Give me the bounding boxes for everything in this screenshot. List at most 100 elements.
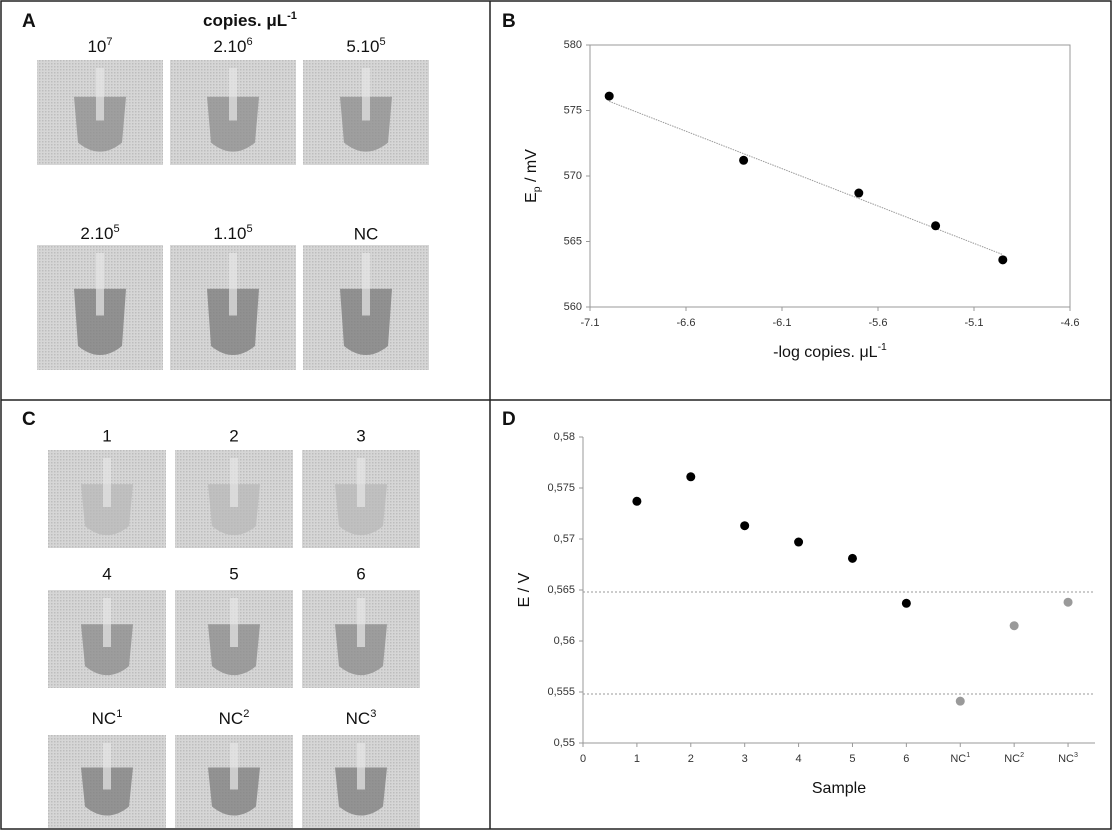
point bbox=[847, 553, 857, 563]
text-part: 2 bbox=[243, 708, 249, 720]
text-part: NC bbox=[1004, 753, 1020, 765]
heading: copies. μL-1 bbox=[203, 10, 297, 31]
tube bbox=[335, 484, 387, 536]
x-tick-label: 0 bbox=[580, 753, 586, 765]
point bbox=[955, 696, 965, 706]
tube-highlight bbox=[96, 68, 104, 121]
tube-highlight bbox=[357, 458, 365, 507]
point bbox=[1009, 621, 1019, 631]
tube bbox=[81, 484, 133, 536]
text-part: 2.10 bbox=[213, 37, 246, 56]
point bbox=[998, 255, 1008, 265]
image-caption: NC bbox=[354, 224, 379, 243]
tube-highlight bbox=[230, 743, 238, 790]
image-caption: 2.105 bbox=[80, 223, 119, 244]
text-part: 6 bbox=[246, 36, 252, 48]
text-part: 1 bbox=[966, 751, 970, 759]
tube bbox=[207, 96, 259, 152]
panel-label: B bbox=[502, 11, 516, 32]
x-tick-label: -6.6 bbox=[677, 317, 696, 329]
y-tick-label: 565 bbox=[564, 235, 582, 247]
tube-highlight bbox=[103, 598, 111, 647]
tube bbox=[81, 767, 133, 816]
y-tick-label: 0,58 bbox=[554, 431, 575, 443]
text-part: NC bbox=[950, 753, 966, 765]
tube bbox=[335, 624, 387, 676]
tube bbox=[74, 288, 126, 355]
text-part: 3 bbox=[370, 708, 376, 720]
point bbox=[604, 91, 614, 101]
x-axis-label: -log copies. μL-1 bbox=[773, 342, 887, 361]
photo bbox=[303, 245, 429, 370]
image-caption: 6 bbox=[356, 564, 365, 583]
y-tick-label: 570 bbox=[564, 170, 582, 182]
photo bbox=[303, 60, 429, 165]
x-axis-label: Sample bbox=[812, 780, 866, 797]
x-tick-label: 4 bbox=[796, 753, 802, 765]
tube bbox=[340, 96, 392, 152]
tube bbox=[340, 288, 392, 355]
point bbox=[901, 598, 911, 608]
point bbox=[632, 496, 642, 506]
text-part: 2 bbox=[1020, 751, 1024, 759]
y-tick-label: 575 bbox=[564, 104, 582, 116]
text-part: NC bbox=[346, 709, 371, 728]
x-tick-label: -5.1 bbox=[965, 317, 984, 329]
y-tick-label: 560 bbox=[564, 301, 582, 313]
tube-highlight bbox=[230, 458, 238, 507]
y-tick-label: 580 bbox=[564, 39, 582, 51]
y-tick-label: 0,56 bbox=[554, 635, 575, 647]
photo bbox=[170, 60, 296, 165]
photo bbox=[48, 450, 166, 548]
photo bbox=[302, 735, 420, 828]
image-caption: NC3 bbox=[346, 708, 377, 729]
image-caption: 107 bbox=[87, 36, 112, 57]
x-tick-label: 6 bbox=[903, 753, 909, 765]
tube-highlight bbox=[362, 68, 370, 121]
tube bbox=[208, 484, 260, 536]
image-caption: NC2 bbox=[219, 708, 250, 729]
y-tick-label: 0,565 bbox=[547, 584, 575, 596]
image-caption: 3 bbox=[356, 426, 365, 445]
x-tick-label: -7.1 bbox=[581, 317, 600, 329]
tube bbox=[208, 767, 260, 816]
tube-highlight bbox=[103, 458, 111, 507]
y-axis-label: Ep / mV bbox=[523, 149, 543, 203]
text-part: -log copies. μL bbox=[773, 344, 877, 361]
tube-highlight bbox=[357, 598, 365, 647]
text-part: 5 bbox=[246, 223, 252, 235]
tube-highlight bbox=[357, 743, 365, 790]
text-part: 5.10 bbox=[346, 37, 379, 56]
text-part: 3 bbox=[1074, 751, 1078, 759]
tube-highlight bbox=[362, 253, 370, 316]
point bbox=[1063, 597, 1073, 607]
photo bbox=[302, 590, 420, 688]
x-tick-label: -5.6 bbox=[869, 317, 888, 329]
y-tick-label: 0,55 bbox=[554, 737, 575, 749]
text-part: / mV bbox=[523, 149, 540, 187]
point bbox=[931, 221, 941, 231]
x-tick-label: NC2 bbox=[1004, 751, 1024, 765]
plot-frame bbox=[589, 44, 1071, 308]
text-part: E bbox=[523, 192, 540, 203]
x-tick-label: 1 bbox=[634, 753, 640, 765]
photo bbox=[175, 450, 293, 548]
photo bbox=[37, 245, 163, 370]
text-part: 1 bbox=[116, 708, 122, 720]
photo bbox=[48, 735, 166, 828]
x-tick-label: NC3 bbox=[1058, 751, 1078, 765]
x-tick-label: -4.6 bbox=[1061, 317, 1080, 329]
image-caption: 4 bbox=[102, 564, 111, 583]
tube-highlight bbox=[229, 253, 237, 316]
y-axis-label: E / V bbox=[516, 572, 533, 607]
image-caption: 1 bbox=[102, 426, 111, 445]
text-part: 7 bbox=[106, 36, 112, 48]
panel-label: C bbox=[22, 409, 36, 430]
image-caption: 2 bbox=[229, 426, 238, 445]
photo bbox=[170, 245, 296, 370]
photo bbox=[302, 450, 420, 548]
y-tick-label: 0,57 bbox=[554, 533, 575, 545]
text-part: -1 bbox=[287, 10, 297, 22]
